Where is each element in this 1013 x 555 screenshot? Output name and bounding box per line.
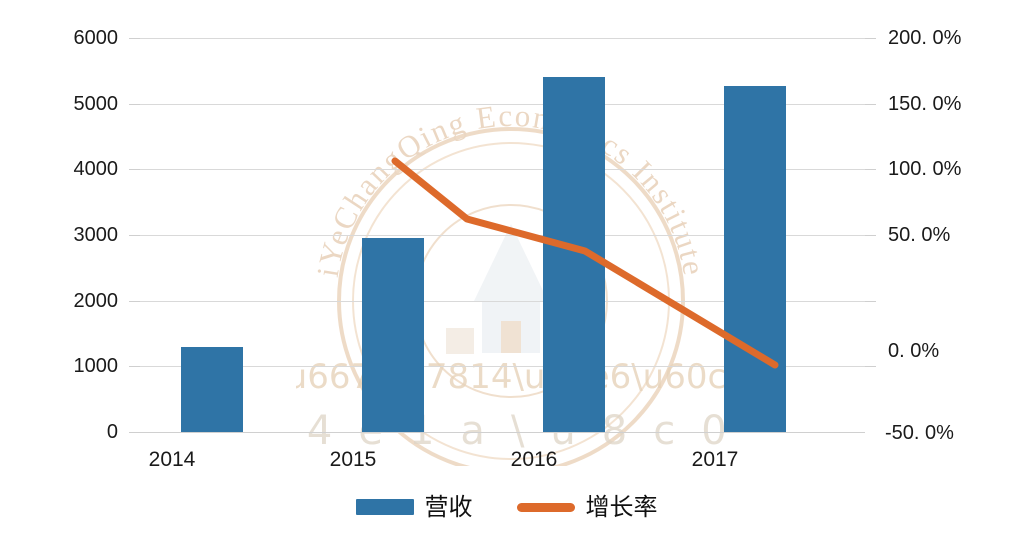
legend-label-growth-rate: 增长率 (585, 493, 658, 521)
tick-right-100 (865, 169, 876, 170)
y-axis-right-label-0: 0. 0% (888, 340, 940, 362)
tick-right-0 (865, 301, 876, 302)
tick-left-6000 (129, 38, 140, 39)
x-axis-label-2015: 2015 (329, 448, 377, 471)
tick-left-3000 (129, 235, 140, 236)
tick-right-neg50 (865, 366, 876, 367)
legend-label-revenue: 营收 (424, 493, 473, 521)
tick-left-4000 (129, 169, 140, 170)
tick-left-5000 (129, 104, 140, 105)
y-axis-left-label-5000: 5000 (73, 93, 119, 115)
plot-area (140, 38, 865, 433)
gridline-6000 (140, 38, 865, 39)
x-axis-label-2017: 2017 (691, 448, 739, 471)
tick-left-0 (129, 432, 140, 433)
y-axis-left-label-1000: 1000 (73, 355, 119, 377)
tick-right-50 (865, 235, 876, 236)
tick-right-150 (865, 104, 876, 105)
bar-2017 (724, 86, 786, 432)
tick-right-200 (865, 38, 876, 39)
tick-left-2000 (129, 301, 140, 302)
gridline-5000 (140, 104, 865, 105)
tick-left-1000 (129, 366, 140, 367)
legend-line-swatch-icon (516, 502, 575, 512)
y-axis-right-label-100: 100. 0% (888, 158, 962, 180)
y-axis-left-label-3000: 3000 (73, 224, 119, 246)
legend-item-growth-rate[interactable]: 增长率 (516, 493, 658, 521)
y-axis-left-label-0: 0 (106, 421, 118, 443)
y-axis-right-label-150: 150. 0% (888, 93, 962, 115)
y-axis-right-label-50: 50. 0% (888, 224, 951, 246)
chart-legend: 营收 增长率 (0, 487, 1013, 527)
legend-bar-swatch-icon (355, 499, 414, 515)
legend-item-revenue[interactable]: 营收 (355, 493, 473, 521)
y-axis-left-label-4000: 4000 (73, 158, 119, 180)
y-axis-right-label-200: 200. 0% (888, 27, 962, 49)
growth-rate-line (391, 157, 779, 369)
y-axis-right-label-neg50: -50. 0% (885, 422, 954, 444)
x-axis-label-2014: 2014 (148, 448, 196, 471)
axis-baseline (140, 432, 865, 433)
bar-2014 (181, 347, 243, 432)
y-axis-left-label-6000: 6000 (73, 27, 119, 49)
x-axis-label-2016: 2016 (510, 448, 558, 471)
y-axis-left-label-2000: 2000 (73, 290, 119, 312)
